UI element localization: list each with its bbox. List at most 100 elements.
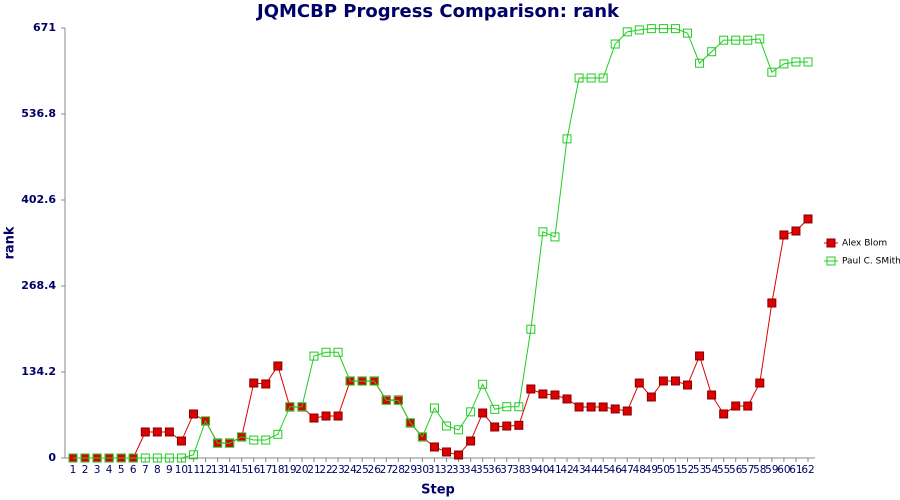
point (719, 409, 729, 419)
point (393, 395, 403, 405)
point (225, 438, 235, 448)
point (249, 378, 259, 388)
point (767, 298, 777, 308)
point (634, 25, 644, 35)
x-axis-label: Step (421, 483, 455, 498)
point (695, 58, 705, 68)
x-tick-label: 54 (705, 464, 719, 476)
point (502, 421, 512, 431)
point (454, 425, 464, 435)
point (622, 27, 632, 37)
x-tick-label: 27 (380, 464, 393, 476)
chart-title: JQMCBP Progress Comparison: rank (255, 1, 620, 22)
point (68, 453, 78, 463)
x-tick-label: 4 (106, 464, 113, 476)
point (514, 402, 524, 412)
x-tick-label: 5 (118, 464, 125, 476)
point (562, 394, 572, 404)
series-line (73, 218, 809, 459)
x-tick-label: 13 (211, 464, 224, 476)
point (562, 134, 572, 144)
x-tick-label: 19 (283, 464, 296, 476)
y-tick-label: 671 (33, 21, 56, 34)
x-tick-label: 31 (428, 464, 441, 476)
x-tick-label: 22 (319, 464, 332, 476)
point (622, 406, 632, 416)
point (140, 427, 150, 437)
x-tick-label: 52 (681, 464, 694, 476)
x-tick-label: 46 (609, 464, 623, 476)
x-tick-label: 35 (476, 464, 489, 476)
x-tick-label: 62 (801, 464, 814, 476)
point (201, 416, 211, 426)
x-tick-label: 32 (440, 464, 453, 476)
point (791, 57, 801, 67)
point (574, 402, 584, 412)
point (779, 230, 789, 240)
x-tick-label: 61 (789, 464, 802, 476)
point (658, 376, 668, 386)
point (466, 436, 476, 446)
x-tick-label: 28 (392, 464, 405, 476)
point (321, 411, 331, 421)
point (683, 380, 693, 390)
point (478, 408, 488, 418)
x-tick-label: 7 (142, 464, 149, 476)
point (598, 402, 608, 412)
x-tick-label: 40 (536, 464, 549, 476)
point (731, 35, 741, 45)
x-tick-label: 37 (500, 464, 513, 476)
point (466, 407, 476, 417)
point (646, 24, 656, 34)
point (116, 453, 126, 463)
legend-label: Paul C. SMith (842, 257, 900, 267)
x-tick-label: 9 (166, 464, 173, 476)
point (176, 436, 186, 446)
legend-label: Alex Blom (842, 239, 887, 249)
x-tick-label: 6 (130, 464, 137, 476)
point (803, 57, 813, 67)
series-line (73, 28, 808, 459)
x-tick-label: 53 (693, 464, 706, 476)
x-tick-label: 16 (247, 464, 261, 476)
point (140, 453, 150, 463)
x-tick-label: 59 (765, 464, 778, 476)
x-tick-label: 17 (259, 464, 272, 476)
point (297, 402, 307, 412)
point (164, 453, 174, 463)
x-tick-label: 48 (633, 464, 646, 476)
point (695, 351, 705, 361)
x-tick-label: 10 (175, 464, 188, 476)
point (405, 418, 415, 428)
point (791, 226, 801, 236)
point (658, 24, 668, 34)
point (249, 435, 259, 445)
x-tick-label: 26 (368, 464, 382, 476)
point (610, 39, 620, 49)
point (779, 59, 789, 69)
point (104, 453, 114, 463)
x-tick-label: 12 (199, 464, 212, 476)
point (767, 67, 777, 77)
x-tick-label: 38 (512, 464, 525, 476)
point (743, 401, 753, 411)
point (152, 453, 162, 463)
point (646, 392, 656, 402)
point (285, 402, 295, 412)
y-tick-label: 268.4 (21, 279, 56, 292)
point (683, 28, 693, 38)
x-tick-label: 1 (70, 464, 77, 476)
x-tick-label: 20 (295, 464, 308, 476)
x-tick-label: 18 (271, 464, 284, 476)
x-tick-label: 60 (777, 464, 790, 476)
x-tick-label: 56 (729, 464, 743, 476)
legend-marker (826, 238, 836, 248)
x-tick-label: 51 (669, 464, 682, 476)
point (417, 432, 427, 442)
point (164, 427, 174, 437)
x-tick-label: 49 (645, 464, 658, 476)
point (80, 453, 90, 463)
point (357, 376, 367, 386)
point (586, 73, 596, 83)
